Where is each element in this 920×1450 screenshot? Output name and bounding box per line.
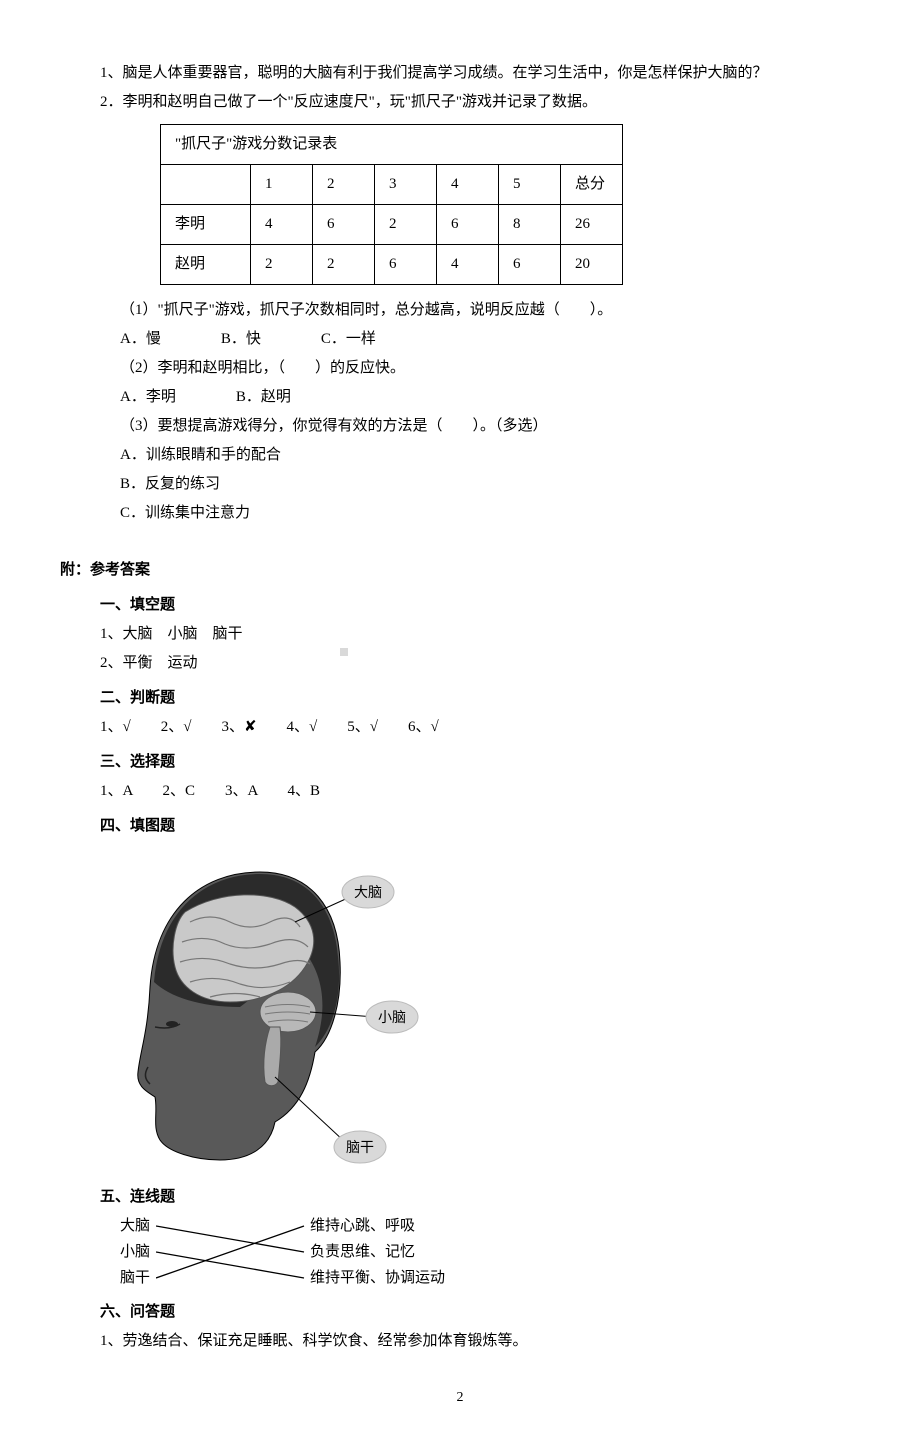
table-header: [161, 165, 251, 205]
table-header: 1: [251, 165, 313, 205]
answers-s1-head: 一、填空题: [60, 592, 860, 619]
q2-sub1-opts: A．慢 B．快 C．一样: [60, 326, 860, 353]
table-cell: 4: [251, 205, 313, 245]
table-header: 总分: [561, 165, 623, 205]
q2-sub3: （3）要想提高游戏得分，你觉得有效的方法是（ ）。（多选）: [60, 413, 860, 440]
q2-sub3-optB: B．反复的练习: [60, 471, 860, 498]
table-header: 2: [313, 165, 375, 205]
brain-label-dabrain: 大脑: [354, 885, 382, 901]
brain-diagram: 大脑 小脑 脑干: [120, 852, 420, 1172]
table-cell: 4: [437, 245, 499, 285]
match-right: 维持心跳、呼吸: [310, 1213, 445, 1239]
table-cell: 2: [251, 245, 313, 285]
answers-s3-line: 1、A 2、C 3、A 4、B: [60, 778, 860, 805]
question-2-intro: 2．李明和赵明自己做了一个"反应速度尺"，玩"抓尺子"游戏并记录了数据。: [60, 89, 860, 116]
table-row: 李明 4 6 2 6 8 26: [161, 205, 623, 245]
table-cell: 2: [375, 205, 437, 245]
q2-sub2-opts: A．李明 B．赵明: [60, 384, 860, 411]
table-cell: 8: [499, 205, 561, 245]
table-cell: 6: [375, 245, 437, 285]
table-header: 3: [375, 165, 437, 205]
q2-sub3-optC: C．训练集中注意力: [60, 500, 860, 527]
q2-sub1: （1）"抓尺子"游戏，抓尺子次数相同时，总分越高，说明反应越（ ）。: [60, 297, 860, 324]
table-cell: 6: [437, 205, 499, 245]
match-left: 小脑: [120, 1239, 150, 1265]
brain-label-xiaobrain: 小脑: [378, 1010, 406, 1026]
table-cell: 2: [313, 245, 375, 285]
table-row: 赵明 2 2 6 4 6 20: [161, 245, 623, 285]
table-cell: 26: [561, 205, 623, 245]
table-cell: 李明: [161, 205, 251, 245]
q2-sub2: （2）李明和赵明相比，（ ）的反应快。: [60, 355, 860, 382]
table-cell: 6: [499, 245, 561, 285]
match-left: 大脑: [120, 1213, 150, 1239]
answers-s6-head: 六、问答题: [60, 1299, 860, 1326]
table-header: 4: [437, 165, 499, 205]
table-cell: 6: [313, 205, 375, 245]
matching-diagram: 大脑 小脑 脑干 维持心跳、呼吸 负责思维、记忆 维持平衡、协调运动: [120, 1213, 540, 1291]
table-cell: 20: [561, 245, 623, 285]
page-marker-icon: [340, 648, 348, 656]
page-number: 2: [60, 1385, 860, 1410]
score-table: "抓尺子"游戏分数记录表 1 2 3 4 5 总分 李明 4 6 2 6 8 2…: [160, 124, 623, 285]
answers-s5-head: 五、连线题: [60, 1184, 860, 1211]
match-right: 负责思维、记忆: [310, 1239, 445, 1265]
table-header: 5: [499, 165, 561, 205]
match-left: 脑干: [120, 1265, 150, 1291]
table-header-row: 1 2 3 4 5 总分: [161, 165, 623, 205]
answers-s2-head: 二、判断题: [60, 685, 860, 712]
answers-s6-a1: 1、劳逸结合、保证充足睡眠、科学饮食、经常参加体育锻炼等。: [60, 1328, 860, 1355]
question-1: 1、脑是人体重要器官，聪明的大脑有利于我们提高学习成绩。在学习生活中，你是怎样保…: [60, 60, 860, 87]
table-cell: 赵明: [161, 245, 251, 285]
answers-title: 附：参考答案: [60, 557, 860, 584]
answers-s4-head: 四、填图题: [60, 813, 860, 840]
answers-s1-a2: 2、平衡 运动: [60, 650, 860, 677]
table-title: "抓尺子"游戏分数记录表: [161, 125, 623, 165]
brain-label-naogan: 脑干: [346, 1140, 374, 1156]
q2-sub3-optA: A．训练眼睛和手的配合: [60, 442, 860, 469]
answers-s3-head: 三、选择题: [60, 749, 860, 776]
match-right: 维持平衡、协调运动: [310, 1265, 445, 1291]
answers-s1-a1: 1、大脑 小脑 脑干: [60, 621, 860, 648]
answers-s2-line: 1、√ 2、√ 3、✘ 4、√ 5、√ 6、√: [60, 714, 860, 741]
